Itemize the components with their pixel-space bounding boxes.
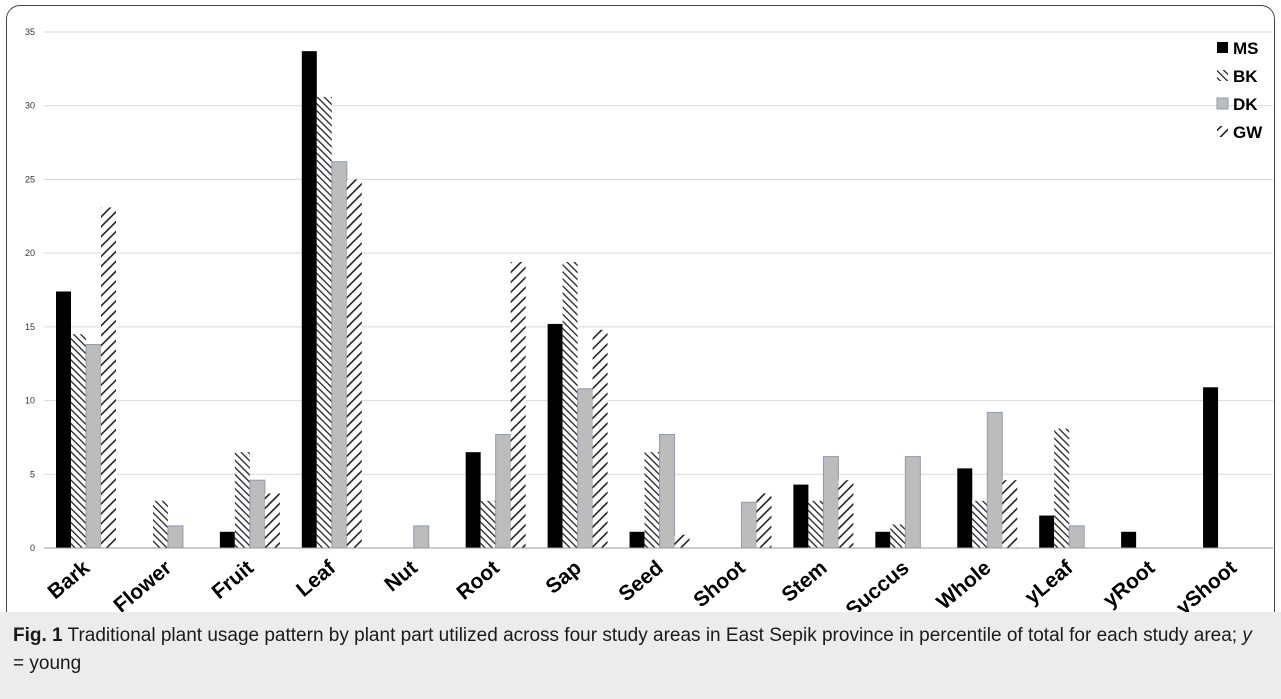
legend-swatch-ms <box>1217 42 1228 53</box>
x-tick-label: Nut <box>380 556 422 596</box>
bar-ms-stem <box>793 484 809 548</box>
y-axis-ticks: 0 5 10 15 20 25 30 35 <box>25 27 35 553</box>
bar-ms-fruit <box>219 531 235 548</box>
bar-gw-stem <box>838 480 854 548</box>
bar-gw-bark <box>101 207 116 548</box>
bar-bk-bark <box>71 334 86 548</box>
bar-gw-fruit <box>264 493 280 548</box>
x-tick-label: Leaf <box>292 556 341 602</box>
x-tick-label: Root <box>452 556 503 604</box>
caption-text: Traditional plant usage pattern by plant… <box>62 625 1243 646</box>
bar-ms-whole <box>957 468 973 548</box>
y-tick-label: 35 <box>25 27 35 37</box>
bar-dk-leaf <box>331 161 348 549</box>
bar-bk-yleaf <box>1054 428 1070 548</box>
bar-bk-sap <box>562 261 578 548</box>
y-tick-label: 30 <box>25 101 35 111</box>
x-tick-label: Seed <box>614 556 667 606</box>
figure-caption: Fig. 1 Traditional plant usage pattern b… <box>13 622 1263 678</box>
bar-ms-leaf <box>301 51 317 549</box>
y-tick-label: 25 <box>25 174 35 184</box>
caption-area: Fig. 1 Traditional plant usage pattern b… <box>0 612 1281 699</box>
bar-ms-yshoot <box>1203 387 1219 548</box>
y-tick-label: 0 <box>30 543 35 553</box>
y-tick-label: 5 <box>30 469 35 479</box>
bar-ms-yleaf <box>1039 515 1055 548</box>
y-tick-label: 15 <box>25 322 35 332</box>
bar-gw-shoot <box>756 493 772 548</box>
x-tick-label: Sap <box>541 556 585 598</box>
x-axis-ticks: Bark Flower Fruit Leaf Nut Root Sap Seed Shoot St… <box>44 556 1242 612</box>
bar-dk-yleaf <box>1068 525 1085 549</box>
y-tick-label: 10 <box>25 396 35 406</box>
bar-ms-succus <box>875 531 891 548</box>
bar-chart: 0 5 10 15 20 25 30 35 Bark Flower Fruit Leaf Nut Roo… <box>25 27 1273 612</box>
bar-dk-whole <box>986 411 1003 549</box>
legend: MS BK DK GW <box>1216 39 1263 142</box>
caption-y: y <box>1242 625 1252 646</box>
bar-bk-fruit <box>234 452 250 548</box>
bar-dk-root <box>495 433 512 549</box>
bar-gw-whole <box>1002 480 1018 548</box>
bar-bk-leaf <box>316 96 332 549</box>
bar-dk-sap <box>577 388 594 549</box>
bar-dk-fruit <box>249 479 266 549</box>
legend-swatch-bk <box>1217 70 1228 81</box>
bar-gw-sap <box>592 329 608 548</box>
bar-dk-succus <box>904 456 921 549</box>
bar-ms-seed <box>629 531 645 548</box>
bar-bk-flower <box>152 500 168 548</box>
caption-text-end: = young <box>13 653 82 674</box>
bar-bk-stem <box>808 500 824 548</box>
x-tick-label: yShoot <box>1172 556 1241 612</box>
x-tick-label: Shoot <box>689 556 749 612</box>
bar-ms-root <box>465 452 481 548</box>
bar-dk-bark <box>85 344 102 549</box>
chart-frame <box>6 5 1275 695</box>
x-tick-label: yRoot <box>1099 556 1159 612</box>
bar-dk-stem <box>822 456 839 549</box>
bar-bk-seed <box>644 452 660 548</box>
bar-gw-leaf <box>346 179 362 548</box>
legend-label-dk: DK <box>1233 95 1258 114</box>
x-tick-label: Bark <box>44 556 95 604</box>
bar-bk-whole <box>972 500 988 548</box>
bar-dk-seed <box>659 433 676 549</box>
bar-bk-root <box>480 500 496 548</box>
bar-dk-flower <box>167 525 184 549</box>
bar-dk-shoot <box>740 501 757 549</box>
caption-label: Fig. 1 <box>13 625 63 646</box>
legend-swatch-gw <box>1217 126 1228 137</box>
bar-dk-nut <box>413 525 430 549</box>
x-tick-label: yLeaf <box>1021 556 1079 610</box>
legend-label-bk: BK <box>1233 67 1258 86</box>
bar-bk-succus <box>890 524 906 548</box>
x-tick-label: Stem <box>777 556 831 607</box>
bar-gw-root <box>510 261 526 548</box>
bar-ms-bark <box>56 291 71 548</box>
x-tick-label: Fruit <box>208 556 259 604</box>
x-tick-label: Succus <box>842 556 914 612</box>
legend-label-ms: MS <box>1233 39 1259 58</box>
bar-ms-yroot <box>1121 531 1137 548</box>
bar-gw-seed <box>674 534 690 548</box>
bar-ms-sap <box>547 323 563 548</box>
x-tick-label: Whole <box>932 556 995 612</box>
x-tick-label: Flower <box>109 556 176 612</box>
legend-label-gw: GW <box>1233 123 1263 142</box>
bars <box>56 51 1219 549</box>
y-tick-label: 20 <box>25 248 35 258</box>
legend-swatch-dk <box>1216 97 1229 110</box>
